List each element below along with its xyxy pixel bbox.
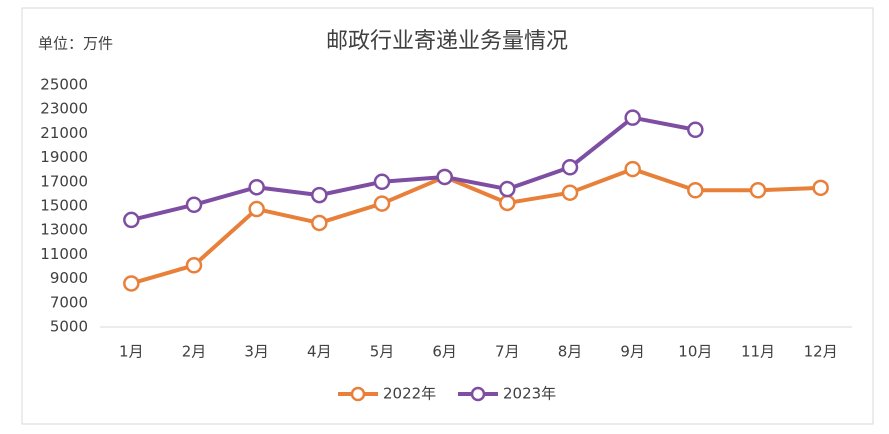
point-marker (812, 179, 829, 197)
x-tick-label: 5月 (370, 343, 395, 361)
point-marker (311, 214, 328, 232)
x-tick-label: 2月 (182, 343, 207, 361)
legend-marker (350, 386, 366, 402)
point-marker (624, 160, 641, 178)
point-marker (624, 109, 641, 126)
y-tick-label: 15000 (40, 197, 88, 215)
y-tick-label: 9000 (50, 269, 88, 287)
legend-label: 2022年 (383, 385, 436, 403)
chart-title: 邮政行业寄递业务量情况 (326, 29, 568, 54)
point-marker (123, 211, 140, 229)
point-marker (373, 173, 391, 191)
point-marker (687, 182, 704, 199)
y-tick-label: 19000 (40, 148, 88, 166)
x-tick-label: 11月 (741, 343, 775, 361)
y-tick-label: 25000 (40, 76, 88, 94)
y-tick-label: 13000 (40, 221, 88, 239)
point-marker (561, 159, 579, 176)
x-tick-label: 4月 (307, 343, 332, 361)
point-marker (373, 195, 391, 212)
point-marker (123, 275, 140, 292)
y-tick-label: 21000 (40, 124, 88, 142)
point-marker (561, 184, 579, 201)
point-marker (185, 257, 203, 274)
point-marker (248, 200, 265, 218)
x-tick-label: 9月 (620, 343, 645, 361)
point-marker (185, 196, 203, 214)
point-marker (749, 182, 767, 199)
y-tick-label: 11000 (40, 245, 88, 263)
series-line (130, 167, 821, 286)
legend-label: 2023年 (503, 385, 556, 403)
x-tick-label: 6月 (432, 343, 457, 361)
point-marker (687, 121, 704, 139)
chart-frame (21, 7, 874, 425)
series-line (130, 115, 696, 222)
point-marker (499, 180, 516, 198)
x-tick-label: 10月 (678, 343, 712, 361)
point-marker (311, 186, 328, 204)
x-tick-label: 1月 (119, 343, 144, 361)
unit-label: 单位：万件 (38, 35, 113, 53)
x-tick-label: 7月 (495, 343, 520, 361)
x-tick-label: 8月 (558, 343, 583, 361)
point-marker (436, 168, 453, 186)
y-tick-label: 5000 (50, 318, 88, 336)
legend-marker (470, 386, 486, 402)
point-marker (248, 178, 265, 196)
x-tick-label: 12月 (804, 343, 838, 361)
y-tick-label: 17000 (40, 172, 88, 190)
y-tick-label: 23000 (40, 100, 88, 118)
x-tick-label: 3月 (244, 343, 269, 361)
point-marker (499, 194, 516, 212)
y-tick-label: 7000 (50, 293, 88, 311)
